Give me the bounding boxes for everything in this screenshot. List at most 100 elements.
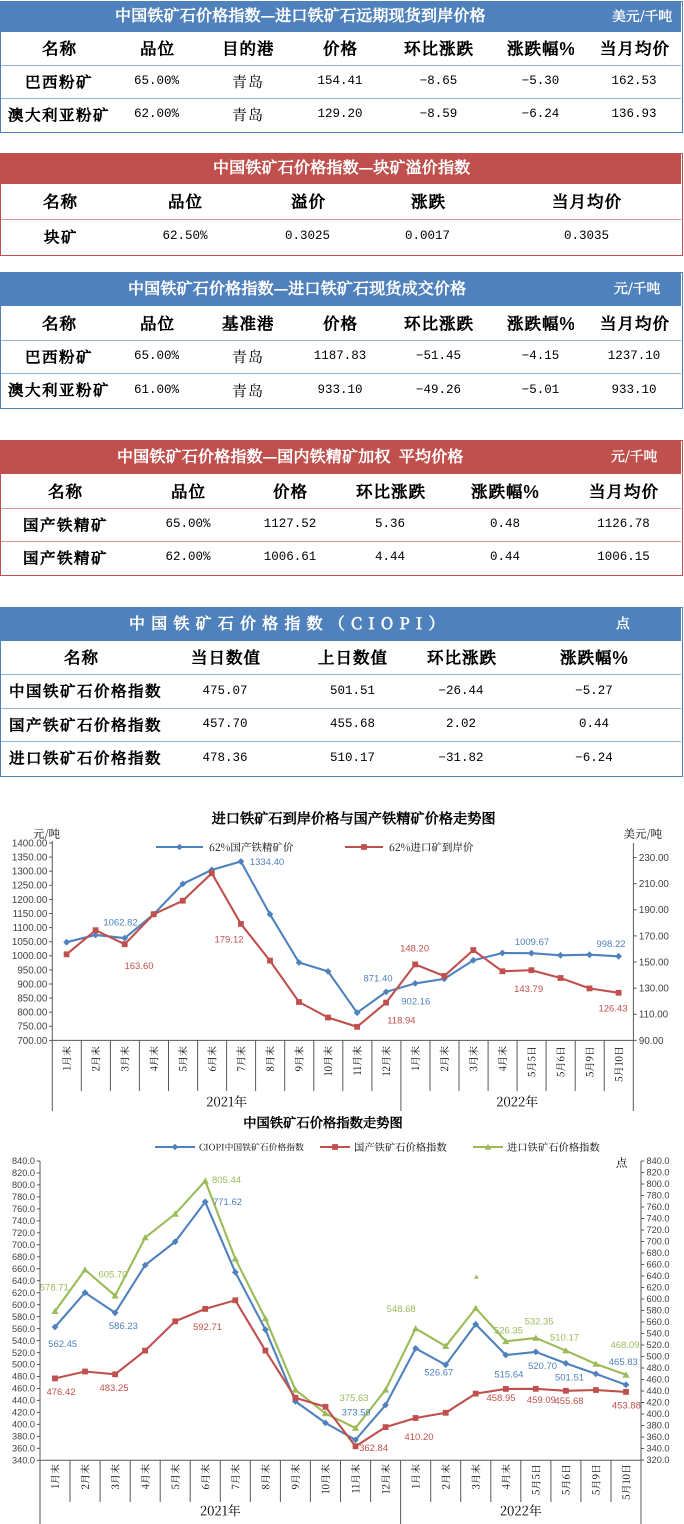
svg-text:578.71: 578.71 xyxy=(40,1282,69,1293)
svg-text:468.09: 468.09 xyxy=(610,1340,639,1351)
svg-text:1300.00: 1300.00 xyxy=(12,867,48,878)
svg-text:362.84: 362.84 xyxy=(359,1443,388,1454)
svg-text:210.00: 210.00 xyxy=(639,879,670,890)
svg-text:420.0: 420.0 xyxy=(12,1408,35,1418)
svg-text:740.0: 740.0 xyxy=(12,1216,35,1226)
svg-text:340.0: 340.0 xyxy=(12,1456,35,1466)
svg-text:800.0: 800.0 xyxy=(647,1179,670,1189)
svg-text:126.43: 126.43 xyxy=(598,1004,627,1015)
svg-text:750.00: 750.00 xyxy=(17,1022,48,1033)
svg-text:871.40: 871.40 xyxy=(363,974,392,985)
svg-text:460.0: 460.0 xyxy=(647,1375,670,1385)
svg-text:440.0: 440.0 xyxy=(647,1386,670,1396)
svg-text:320.0: 320.0 xyxy=(647,1455,670,1465)
svg-text:592.71: 592.71 xyxy=(193,1322,222,1333)
svg-text:800.00: 800.00 xyxy=(17,1008,48,1019)
svg-text:540.0: 540.0 xyxy=(647,1329,670,1339)
svg-text:760.0: 760.0 xyxy=(12,1204,35,1214)
svg-text:455.68: 455.68 xyxy=(554,1396,583,1407)
svg-text:501.51: 501.51 xyxy=(555,1373,584,1384)
svg-text:560.0: 560.0 xyxy=(12,1324,35,1334)
svg-text:771.62: 771.62 xyxy=(213,1197,242,1208)
svg-text:1150.00: 1150.00 xyxy=(13,909,48,920)
svg-text:605.70: 605.70 xyxy=(98,1269,127,1280)
svg-text:458.95: 458.95 xyxy=(486,1393,515,1404)
svg-text:640.0: 640.0 xyxy=(12,1276,35,1286)
svg-text:1062.82: 1062.82 xyxy=(103,918,137,929)
svg-text:459.09: 459.09 xyxy=(527,1395,556,1406)
svg-text:950.00: 950.00 xyxy=(17,965,48,976)
svg-text:520.0: 520.0 xyxy=(647,1340,670,1350)
svg-text:340.0: 340.0 xyxy=(647,1444,670,1454)
svg-text:373.59: 373.59 xyxy=(342,1407,371,1418)
svg-text:780.0: 780.0 xyxy=(12,1192,35,1202)
svg-text:660.0: 660.0 xyxy=(647,1260,670,1270)
svg-text:163.60: 163.60 xyxy=(124,961,153,972)
svg-text:1050.00: 1050.00 xyxy=(12,937,48,948)
svg-text:500.0: 500.0 xyxy=(12,1360,35,1370)
svg-text:1250.00: 1250.00 xyxy=(12,881,48,892)
svg-text:143.79: 143.79 xyxy=(514,984,543,995)
svg-text:805.44: 805.44 xyxy=(212,1175,241,1186)
svg-text:840.0: 840.0 xyxy=(647,1156,670,1166)
svg-text:500.0: 500.0 xyxy=(647,1352,670,1362)
svg-text:440.0: 440.0 xyxy=(12,1396,35,1406)
svg-text:1000.00: 1000.00 xyxy=(12,951,48,962)
svg-text:400.0: 400.0 xyxy=(647,1409,670,1419)
svg-text:1350.00: 1350.00 xyxy=(12,853,48,864)
svg-text:900.00: 900.00 xyxy=(17,979,48,990)
svg-text:820.0: 820.0 xyxy=(647,1168,670,1178)
svg-text:740.0: 740.0 xyxy=(647,1214,670,1224)
svg-text:720.0: 720.0 xyxy=(12,1228,35,1238)
svg-text:476.42: 476.42 xyxy=(46,1387,75,1398)
svg-text:820.0: 820.0 xyxy=(12,1168,35,1178)
svg-text:600.0: 600.0 xyxy=(12,1300,35,1310)
svg-text:526.67: 526.67 xyxy=(424,1367,453,1378)
svg-text:1100.00: 1100.00 xyxy=(13,923,48,934)
svg-text:380.0: 380.0 xyxy=(647,1421,670,1431)
svg-text:580.0: 580.0 xyxy=(647,1306,670,1316)
svg-text:130.00: 130.00 xyxy=(639,984,670,995)
svg-text:532.35: 532.35 xyxy=(525,1317,554,1328)
svg-text:118.94: 118.94 xyxy=(387,1015,415,1026)
svg-text:360.0: 360.0 xyxy=(12,1444,35,1454)
svg-text:150.00: 150.00 xyxy=(639,958,670,969)
svg-text:380.0: 380.0 xyxy=(12,1432,35,1442)
svg-text:1400.00: 1400.00 xyxy=(12,838,48,849)
svg-text:800.0: 800.0 xyxy=(12,1180,35,1190)
svg-text:1200.00: 1200.00 xyxy=(12,895,48,906)
svg-text:515.64: 515.64 xyxy=(494,1370,523,1381)
svg-text:520.70: 520.70 xyxy=(528,1361,557,1372)
svg-text:170.00: 170.00 xyxy=(639,931,670,942)
svg-text:840.0: 840.0 xyxy=(12,1156,35,1166)
svg-text:700.0: 700.0 xyxy=(12,1240,35,1250)
svg-text:453.88: 453.88 xyxy=(612,1400,641,1411)
svg-text:465.83: 465.83 xyxy=(609,1357,638,1368)
svg-text:360.0: 360.0 xyxy=(647,1432,670,1442)
svg-text:680.0: 680.0 xyxy=(12,1252,35,1262)
svg-text:480.0: 480.0 xyxy=(12,1372,35,1382)
svg-text:700.0: 700.0 xyxy=(647,1237,670,1247)
svg-text:548.68: 548.68 xyxy=(387,1304,416,1315)
svg-text:460.0: 460.0 xyxy=(12,1384,35,1394)
svg-text:420.0: 420.0 xyxy=(647,1398,670,1408)
svg-text:560.0: 560.0 xyxy=(647,1317,670,1327)
svg-text:179.12: 179.12 xyxy=(214,934,243,945)
svg-text:680.0: 680.0 xyxy=(647,1248,670,1258)
svg-text:562.45: 562.45 xyxy=(48,1339,77,1350)
svg-text:526.35: 526.35 xyxy=(494,1325,523,1336)
svg-text:90.00: 90.00 xyxy=(639,1036,664,1047)
svg-text:1009.67: 1009.67 xyxy=(515,937,549,948)
svg-text:540.0: 540.0 xyxy=(12,1336,35,1346)
svg-text:480.0: 480.0 xyxy=(647,1363,670,1373)
svg-text:400.0: 400.0 xyxy=(12,1420,35,1430)
svg-text:850.00: 850.00 xyxy=(17,994,48,1005)
svg-text:660.0: 660.0 xyxy=(12,1264,35,1274)
svg-text:230.00: 230.00 xyxy=(639,853,670,864)
svg-text:586.23: 586.23 xyxy=(109,1321,138,1332)
svg-text:700.00: 700.00 xyxy=(17,1036,48,1047)
svg-text:620.0: 620.0 xyxy=(12,1288,35,1298)
svg-text:520.0: 520.0 xyxy=(12,1348,35,1358)
svg-text:640.0: 640.0 xyxy=(647,1271,670,1281)
svg-text:760.0: 760.0 xyxy=(647,1202,670,1212)
